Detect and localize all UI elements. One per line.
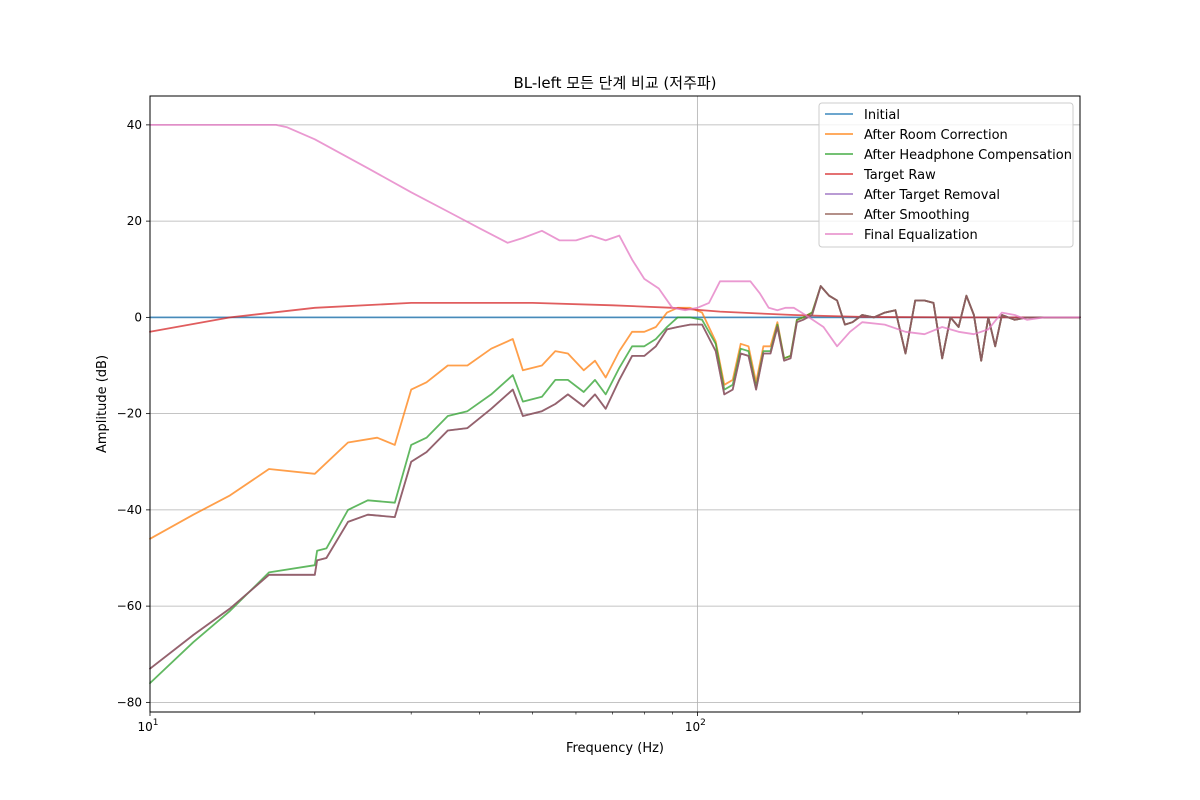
legend-box <box>818 102 1074 248</box>
legend-label: After Target Removal <box>864 188 1000 203</box>
y-tick-label: −60 <box>117 599 142 613</box>
legend: Initial After Room Correction After Headph… <box>818 102 1074 248</box>
y-axis: 40 20 0 −20 −40 −60 −80 <box>117 118 150 709</box>
legend-label: After Headphone Compensation <box>864 148 1072 163</box>
chart-title: BL-left 모든 단계 비교 (저주파) <box>513 74 716 92</box>
x-tick-exponent: 1 <box>153 718 159 728</box>
series-line-7 <box>149 124 1081 348</box>
y-tick-label: 0 <box>134 310 142 324</box>
y-axis-label: Amplitude (dB) <box>95 355 110 453</box>
series-line-6 <box>149 285 1081 670</box>
x-axis: 101 102 <box>137 712 1028 734</box>
legend-label: Final Equalization <box>864 228 978 243</box>
y-tick-label: −40 <box>117 503 142 517</box>
y-tick-label: 20 <box>127 214 142 228</box>
x-axis-label: Frequency (Hz) <box>566 741 664 756</box>
y-tick-label: 40 <box>127 118 142 132</box>
x-tick-label: 102 <box>685 718 706 734</box>
y-tick-label: −80 <box>117 695 142 709</box>
x-tick-base: 10 <box>137 720 152 734</box>
series-layer <box>149 124 1081 684</box>
legend-label: Target Raw <box>863 168 936 183</box>
legend-label: After Smoothing <box>864 208 970 223</box>
x-tick-label: 101 <box>137 718 158 734</box>
series-line-4 <box>149 301 1081 333</box>
legend-label: After Room Correction <box>864 128 1008 143</box>
legend-label: Initial <box>864 108 900 123</box>
plot-frame <box>149 95 1081 713</box>
x-tick-exponent: 2 <box>700 718 706 728</box>
x-tick-base: 10 <box>685 720 700 734</box>
y-tick-label: −20 <box>117 407 142 421</box>
